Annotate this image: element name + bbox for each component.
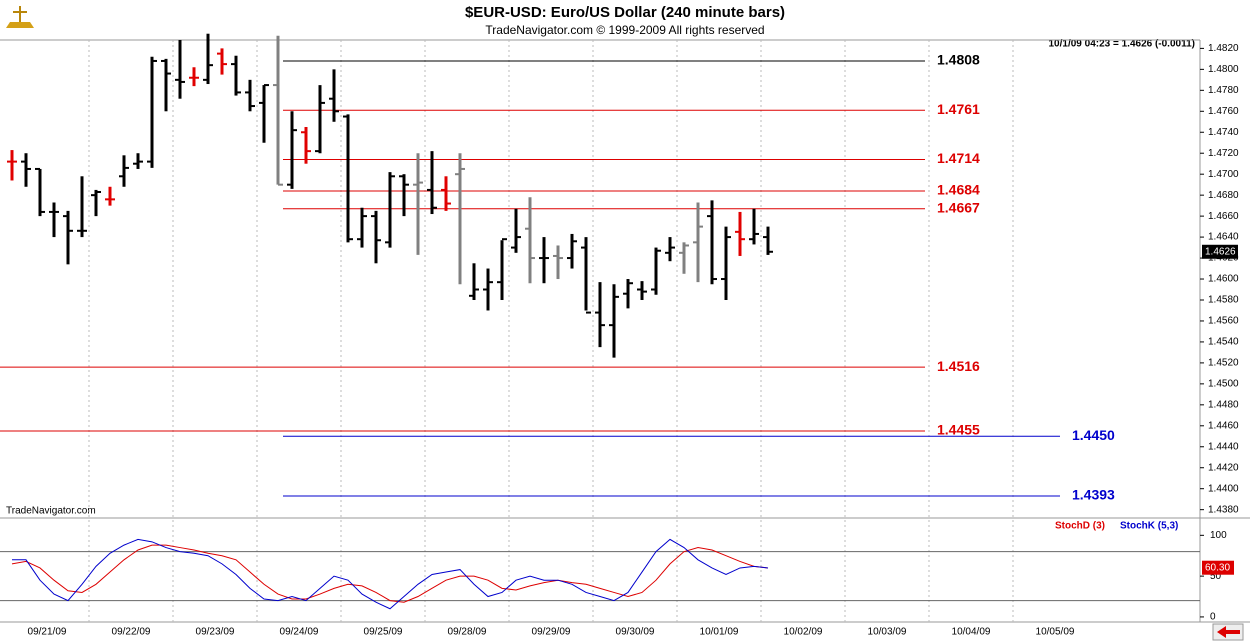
level-label: 1.4684	[937, 182, 980, 198]
watermark: TradeNavigator.com	[6, 506, 96, 517]
chart-subtitle: TradeNavigator.com © 1999-2009 All right…	[485, 23, 764, 37]
level-label: 1.4455	[937, 422, 980, 438]
y-tick-label: 1.4780	[1208, 85, 1239, 96]
x-tick-label: 09/25/09	[364, 627, 403, 638]
y-tick-label: 1.4560	[1208, 316, 1239, 327]
y-tick-label: 1.4420	[1208, 462, 1239, 473]
y-tick-label: 1.4760	[1208, 106, 1239, 117]
y-tick-label: 1.4540	[1208, 337, 1239, 348]
x-tick-label: 09/30/09	[616, 627, 655, 638]
level-label: 1.4761	[937, 101, 980, 117]
y-tick-label: 1.4400	[1208, 483, 1239, 494]
x-tick-label: 09/29/09	[532, 627, 571, 638]
y-tick-label: 1.4500	[1208, 378, 1239, 389]
level-label: 1.4808	[937, 52, 980, 68]
y-tick-label: 1.4680	[1208, 190, 1239, 201]
y-tick-label: 1.4700	[1208, 169, 1239, 180]
y-tick-label: 50	[1210, 571, 1222, 582]
level-label: 1.4714	[937, 150, 980, 166]
level-label: 1.4516	[937, 358, 980, 374]
quote-annotation: 10/1/09 04:23 = 1.4626 (-0.0011)	[1048, 39, 1195, 50]
scroll-arrow[interactable]	[1212, 623, 1244, 641]
y-tick-label: 1.4640	[1208, 232, 1239, 243]
x-tick-label: 10/02/09	[784, 627, 823, 638]
last-price-box	[1202, 244, 1238, 259]
y-tick-label: 1.4580	[1208, 295, 1239, 306]
level-label: 1.4450	[1072, 427, 1115, 443]
y-tick-label: 1.4660	[1208, 211, 1239, 222]
x-tick-label: 09/22/09	[112, 627, 151, 638]
y-tick-label: 100	[1210, 530, 1227, 541]
y-tick-label: 1.4820	[1208, 43, 1239, 54]
stoch-line	[11, 544, 769, 603]
x-tick-label: 09/24/09	[280, 627, 319, 638]
y-tick-label: 1.4800	[1208, 64, 1239, 75]
last-value-box	[1202, 560, 1234, 575]
x-tick-label: 09/23/09	[196, 627, 235, 638]
y-tick-label: 1.4480	[1208, 399, 1239, 410]
last-value-label: 60.30	[1205, 562, 1230, 573]
y-tick-label: 1.4600	[1208, 274, 1239, 285]
x-tick-label: 10/01/09	[700, 627, 739, 638]
y-tick-label: 1.4380	[1208, 504, 1239, 515]
stoch-line	[12, 538, 769, 610]
chart-title: $EUR-USD: Euro/US Dollar (240 minute bar…	[465, 4, 785, 21]
last-price-label: 1.4626	[1205, 246, 1236, 257]
y-tick-label: 0	[1210, 612, 1216, 623]
level-label: 1.4393	[1072, 487, 1115, 503]
x-tick-label: 09/21/09	[28, 627, 67, 638]
y-tick-label: 1.4460	[1208, 420, 1239, 431]
x-tick-label: 10/05/09	[1036, 627, 1075, 638]
legend-label: StochK (5,3)	[1120, 521, 1178, 532]
x-tick-label: 10/03/09	[868, 627, 907, 638]
y-tick-label: 1.4720	[1208, 148, 1239, 159]
x-tick-label: 10/04/09	[952, 627, 991, 638]
x-tick-label: 09/28/09	[448, 627, 487, 638]
y-tick-label: 1.4740	[1208, 127, 1239, 138]
logo	[6, 6, 34, 28]
legend-label: StochD (3)	[1055, 521, 1105, 532]
y-tick-label: 1.4520	[1208, 358, 1239, 369]
level-label: 1.4667	[937, 199, 980, 215]
y-tick-label: 1.4440	[1208, 441, 1239, 452]
